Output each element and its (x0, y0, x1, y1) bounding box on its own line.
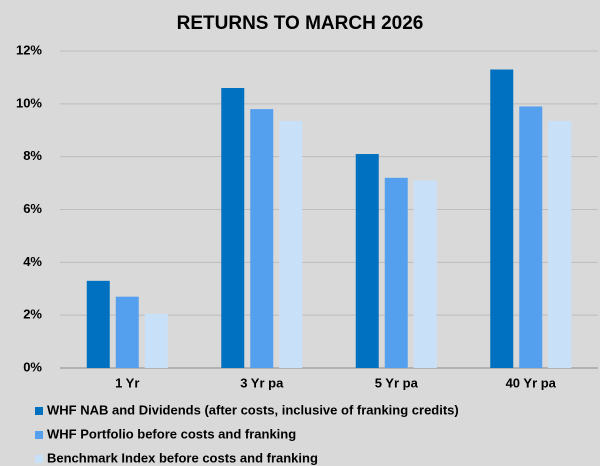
y-tick-label: 6% (23, 201, 42, 216)
bar (115, 296, 139, 368)
bar (548, 121, 572, 368)
legend-label: WHF NAB and Dividends (after costs, incl… (47, 402, 459, 417)
bar (250, 109, 274, 368)
legend-swatch (35, 407, 43, 415)
bar (86, 280, 110, 368)
y-tick-label: 12% (16, 42, 42, 57)
bar (413, 180, 437, 368)
bar (384, 177, 408, 368)
y-tick-label: 4% (23, 254, 42, 269)
x-tick-label: 5 Yr pa (375, 375, 419, 390)
x-tick-label: 1 Yr (115, 375, 139, 390)
legend-swatch (35, 431, 43, 439)
legend-swatch (35, 455, 43, 463)
y-tick-label: 10% (16, 95, 42, 110)
bar (490, 69, 514, 368)
y-tick-label: 8% (23, 148, 42, 163)
legend-label: WHF Portfolio before costs and franking (47, 426, 296, 441)
x-tick-label: 40 Yr pa (506, 375, 557, 390)
bar (519, 106, 543, 368)
legend-label: Benchmark Index before costs and frankin… (47, 450, 318, 465)
chart-title: RETURNS TO MARCH 2026 (177, 13, 424, 34)
bar (221, 87, 245, 368)
x-tick-label: 3 Yr pa (240, 375, 284, 390)
y-tick-label: 0% (23, 359, 42, 374)
bar (355, 154, 379, 368)
y-tick-label: 2% (23, 307, 42, 322)
bar (279, 121, 303, 368)
bar (144, 313, 168, 368)
